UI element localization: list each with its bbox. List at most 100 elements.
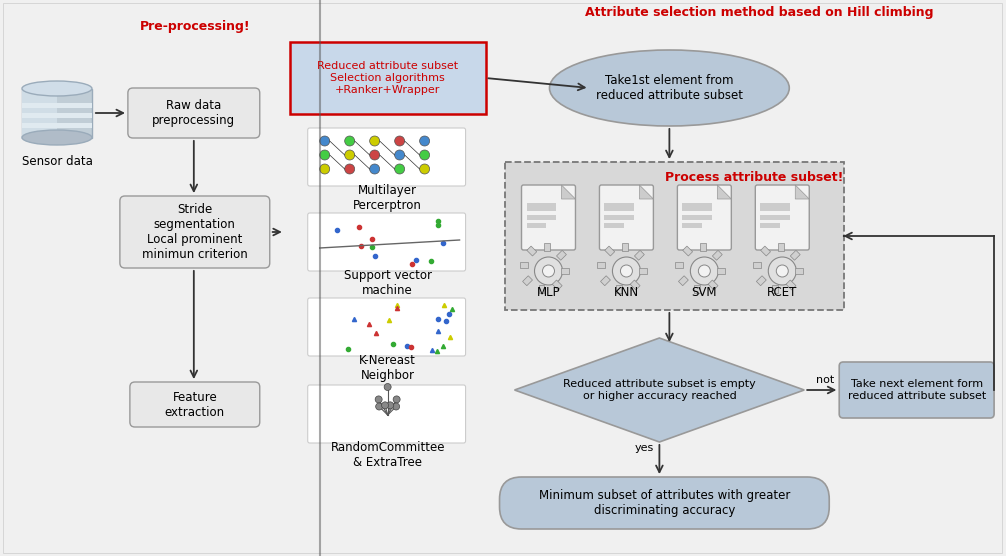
Text: Pre-processing!: Pre-processing! xyxy=(140,19,250,32)
Bar xyxy=(678,276,688,286)
Bar xyxy=(786,280,796,290)
Bar xyxy=(526,223,546,228)
Bar xyxy=(605,246,615,256)
Circle shape xyxy=(394,136,404,146)
Circle shape xyxy=(777,265,789,277)
Bar xyxy=(605,215,635,220)
Circle shape xyxy=(320,150,330,160)
Text: RandomCommittee
& ExtraTree: RandomCommittee & ExtraTree xyxy=(330,441,445,469)
Bar xyxy=(601,276,611,286)
Circle shape xyxy=(769,257,797,285)
Bar xyxy=(598,262,606,268)
Circle shape xyxy=(375,403,382,410)
Text: Reduced attribute subset
Selection algorithms
+Ranker+Wrapper: Reduced attribute subset Selection algor… xyxy=(317,61,458,95)
FancyBboxPatch shape xyxy=(308,128,466,186)
Bar xyxy=(538,285,544,293)
Bar xyxy=(110,15,280,545)
Circle shape xyxy=(621,265,633,277)
FancyBboxPatch shape xyxy=(130,382,260,427)
FancyBboxPatch shape xyxy=(600,185,654,250)
Circle shape xyxy=(369,150,379,160)
Bar xyxy=(526,215,556,220)
Polygon shape xyxy=(514,338,804,442)
Bar xyxy=(712,250,722,260)
Text: Sensor data: Sensor data xyxy=(21,155,93,168)
Circle shape xyxy=(320,136,330,146)
Text: K-Nereast
Neighbor: K-Nereast Neighbor xyxy=(359,354,416,382)
Bar xyxy=(490,15,999,545)
FancyBboxPatch shape xyxy=(308,213,466,271)
Bar xyxy=(683,246,692,256)
Bar xyxy=(635,250,644,260)
Ellipse shape xyxy=(22,130,92,145)
Text: Reduced attribute subset is empty
or higher accuracy reached: Reduced attribute subset is empty or hig… xyxy=(563,379,756,401)
FancyBboxPatch shape xyxy=(500,477,829,529)
Circle shape xyxy=(392,403,399,410)
Text: not: not xyxy=(816,375,834,385)
Polygon shape xyxy=(796,185,809,199)
Bar xyxy=(22,123,92,128)
Bar xyxy=(796,268,803,274)
Text: SVM: SVM xyxy=(691,285,717,299)
Circle shape xyxy=(345,150,355,160)
FancyBboxPatch shape xyxy=(677,185,731,250)
Bar xyxy=(561,268,569,274)
Bar xyxy=(717,268,725,274)
FancyBboxPatch shape xyxy=(839,362,994,418)
Text: Process attribute subset!: Process attribute subset! xyxy=(665,171,843,183)
Bar xyxy=(640,268,648,274)
Bar xyxy=(22,88,57,137)
Bar xyxy=(761,203,791,211)
Circle shape xyxy=(394,164,404,174)
Bar xyxy=(526,203,556,211)
Bar xyxy=(682,215,712,220)
Bar xyxy=(22,88,92,137)
FancyBboxPatch shape xyxy=(308,298,466,356)
FancyBboxPatch shape xyxy=(308,385,466,443)
Circle shape xyxy=(345,136,355,146)
Polygon shape xyxy=(640,185,654,199)
Circle shape xyxy=(394,150,404,160)
Bar xyxy=(623,243,629,251)
Circle shape xyxy=(375,396,382,403)
Bar xyxy=(522,276,532,286)
Circle shape xyxy=(698,265,710,277)
Bar xyxy=(708,280,718,290)
Text: Support vector
machine: Support vector machine xyxy=(344,269,432,297)
Circle shape xyxy=(534,257,562,285)
Circle shape xyxy=(369,164,379,174)
Circle shape xyxy=(690,257,718,285)
Circle shape xyxy=(345,164,355,174)
Bar xyxy=(605,203,635,211)
Text: KNN: KNN xyxy=(614,285,639,299)
Circle shape xyxy=(393,396,400,403)
Ellipse shape xyxy=(22,81,92,96)
Bar xyxy=(700,243,706,251)
Bar xyxy=(290,42,486,114)
Circle shape xyxy=(420,164,430,174)
Text: MLP: MLP xyxy=(536,285,560,299)
Circle shape xyxy=(369,136,379,146)
Bar xyxy=(552,280,562,290)
Text: Minimum subset of attributes with greater
discriminating accuracy: Minimum subset of attributes with greate… xyxy=(538,489,790,517)
Text: Raw data
preprocessing: Raw data preprocessing xyxy=(152,99,235,127)
Bar xyxy=(519,262,527,268)
Circle shape xyxy=(320,164,330,174)
Bar xyxy=(617,285,623,293)
Circle shape xyxy=(542,265,554,277)
Circle shape xyxy=(384,384,391,390)
FancyBboxPatch shape xyxy=(120,196,270,268)
Bar xyxy=(22,113,92,118)
Text: Stride
segmentation
Local prominent
minimun criterion: Stride segmentation Local prominent mini… xyxy=(142,203,247,261)
Text: yes: yes xyxy=(635,443,654,453)
Polygon shape xyxy=(561,185,575,199)
Bar xyxy=(757,276,767,286)
Circle shape xyxy=(381,402,388,409)
FancyBboxPatch shape xyxy=(756,185,809,250)
Circle shape xyxy=(420,136,430,146)
Bar xyxy=(22,103,92,108)
Bar xyxy=(779,243,785,251)
Text: Attribute selection method based on Hill climbing: Attribute selection method based on Hill… xyxy=(585,6,934,18)
Bar xyxy=(753,262,762,268)
Bar xyxy=(773,285,779,293)
